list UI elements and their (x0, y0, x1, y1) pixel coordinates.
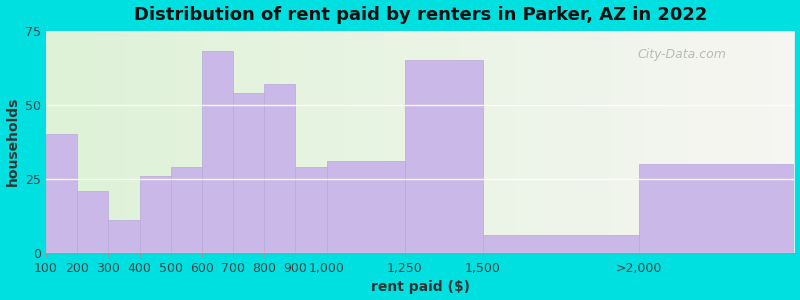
Bar (77, 190, 108, 253)
Bar (405, 60, 482, 253)
Bar (139, 176, 170, 253)
Bar (202, 51, 233, 253)
Bar (170, 167, 202, 253)
Bar (233, 93, 264, 253)
Bar (482, 235, 638, 253)
X-axis label: rent paid ($): rent paid ($) (370, 280, 470, 294)
Bar (638, 164, 794, 253)
Bar (108, 220, 139, 253)
Y-axis label: households: households (6, 97, 19, 187)
Bar (326, 161, 405, 253)
Bar (295, 167, 326, 253)
Text: City-Data.com: City-Data.com (638, 48, 726, 62)
Bar (264, 84, 295, 253)
Title: Distribution of rent paid by renters in Parker, AZ in 2022: Distribution of rent paid by renters in … (134, 6, 707, 24)
Bar (46, 134, 77, 253)
